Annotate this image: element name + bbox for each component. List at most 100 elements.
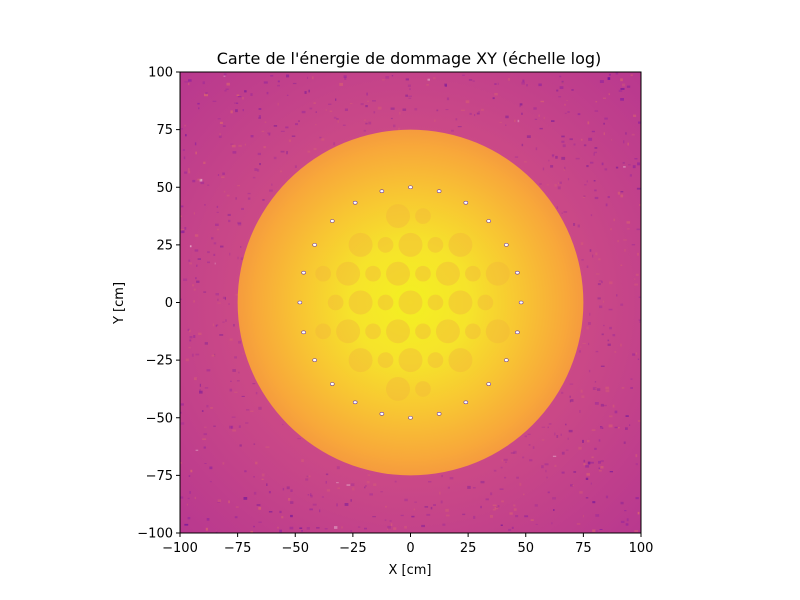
- speckle: [593, 151, 597, 154]
- speckle: [521, 143, 524, 147]
- speckle: [579, 410, 581, 413]
- speckle: [391, 75, 394, 77]
- speckle: [625, 132, 627, 135]
- speckle: [522, 79, 525, 83]
- speckle: [279, 510, 282, 514]
- hole-marker: [463, 400, 469, 405]
- speckle: [184, 124, 186, 127]
- speckle: [262, 199, 265, 201]
- speckle: [199, 178, 203, 182]
- speckle: [195, 378, 198, 380]
- speckle: [268, 511, 273, 513]
- speckle: [299, 527, 303, 529]
- speckle: [242, 97, 244, 100]
- speckle: [620, 88, 625, 90]
- speckle: [235, 506, 239, 508]
- speckle: [632, 165, 636, 169]
- y-tick-label: −100: [137, 527, 173, 542]
- speckle: [558, 182, 560, 185]
- speckle: [187, 517, 191, 520]
- fuel-pin: [365, 323, 381, 340]
- speckle: [270, 75, 274, 77]
- speckle: [620, 501, 624, 505]
- speckle: [570, 399, 574, 402]
- speckle: [507, 78, 511, 81]
- speckle: [578, 350, 581, 353]
- speckle: [366, 92, 368, 96]
- speckle: [612, 334, 616, 337]
- speckle: [588, 322, 591, 325]
- speckle: [236, 94, 240, 96]
- speckle: [334, 526, 338, 529]
- speckle: [592, 501, 596, 504]
- speckle: [241, 395, 245, 397]
- speckle: [600, 365, 605, 367]
- speckle: [253, 491, 257, 495]
- speckle: [234, 391, 238, 393]
- speckle: [635, 463, 638, 466]
- speckle: [204, 93, 208, 97]
- speckle: [213, 425, 216, 427]
- hole-marker: [463, 200, 469, 205]
- speckle: [234, 516, 238, 519]
- speckle: [600, 460, 604, 463]
- speckle: [399, 111, 401, 115]
- speckle: [230, 110, 233, 114]
- speckle: [192, 284, 195, 287]
- speckle: [337, 120, 339, 123]
- speckle: [594, 196, 599, 200]
- speckle: [565, 423, 567, 426]
- speckle: [236, 102, 239, 104]
- speckle: [341, 526, 343, 529]
- speckle: [207, 184, 210, 186]
- speckle: [563, 211, 568, 213]
- speckle: [187, 328, 190, 331]
- speckle: [582, 196, 585, 199]
- hole-marker: [312, 243, 317, 247]
- speckle: [583, 463, 586, 466]
- speckle: [585, 465, 590, 468]
- speckle: [620, 194, 624, 198]
- speckle: [582, 514, 584, 518]
- speckle: [603, 404, 607, 407]
- fuel-pin: [427, 352, 444, 368]
- speckle: [235, 109, 238, 113]
- fuel-pin: [435, 261, 460, 286]
- speckle: [405, 94, 408, 97]
- speckle: [561, 391, 564, 394]
- speckle: [560, 433, 562, 436]
- speckle: [478, 111, 480, 113]
- speckle: [207, 251, 210, 254]
- speckle: [199, 389, 201, 392]
- speckle: [476, 112, 480, 115]
- speckle: [577, 224, 580, 228]
- speckle: [217, 499, 222, 503]
- speckle: [508, 528, 512, 531]
- speckle: [446, 97, 450, 101]
- speckle: [589, 249, 592, 252]
- speckle: [223, 75, 226, 77]
- speckle: [572, 484, 574, 486]
- speckle: [593, 152, 595, 156]
- speckle: [240, 246, 242, 248]
- speckle: [594, 402, 599, 405]
- speckle: [295, 123, 298, 126]
- speckle: [583, 195, 586, 197]
- noise-speckles: [180, 72, 641, 533]
- speckle: [282, 487, 285, 491]
- speckle: [428, 481, 432, 483]
- speckle: [264, 121, 267, 123]
- speckle: [623, 140, 625, 144]
- speckle: [204, 426, 207, 428]
- speckle: [577, 113, 581, 116]
- speckle: [445, 109, 449, 111]
- speckle: [189, 339, 192, 342]
- speckle: [215, 325, 217, 328]
- speckle: [468, 79, 473, 81]
- speckle: [252, 176, 256, 179]
- speckle: [288, 498, 291, 501]
- speckle: [446, 514, 450, 517]
- speckle: [230, 380, 232, 382]
- speckle: [583, 144, 587, 147]
- speckle: [522, 456, 525, 459]
